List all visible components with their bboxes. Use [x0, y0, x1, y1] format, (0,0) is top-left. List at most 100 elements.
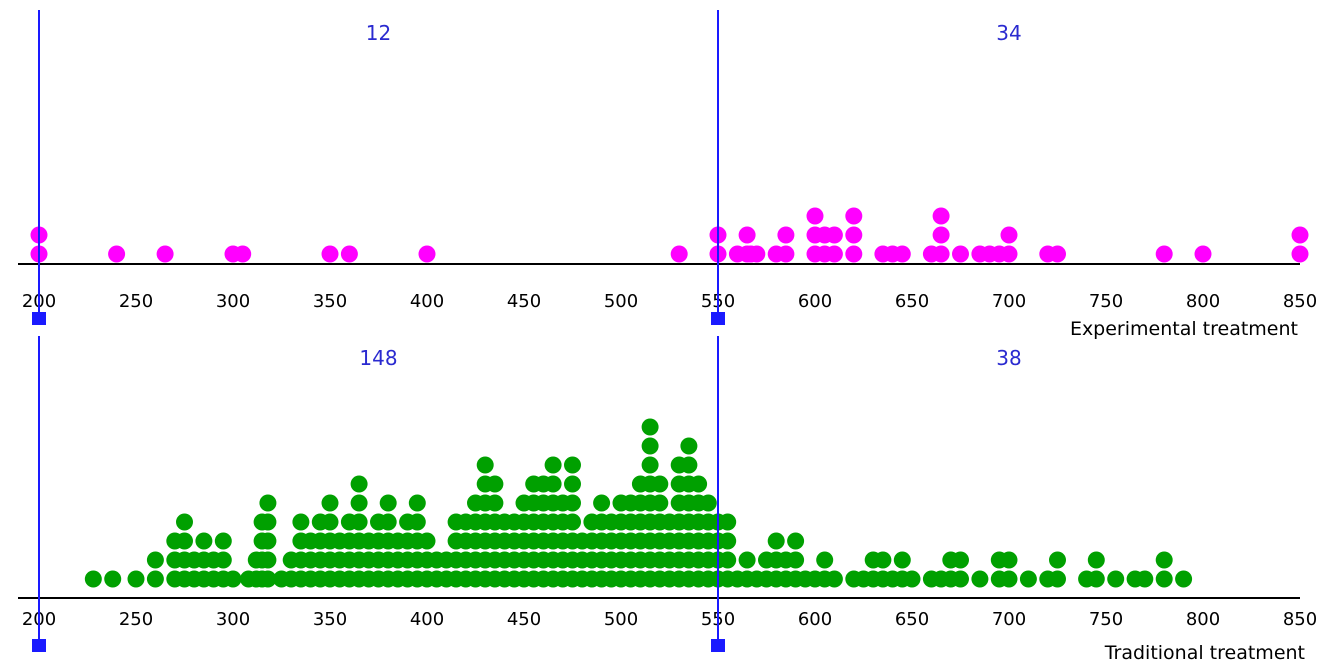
experimental-axis-label: Experimental treatment: [1070, 318, 1298, 340]
traditional-dot: [259, 570, 277, 588]
traditional-dot: [1000, 551, 1018, 569]
traditional-dot: [408, 494, 426, 512]
experimental-dot: [777, 245, 795, 263]
traditional-dot: [127, 570, 145, 588]
experimental-dot: [1194, 245, 1212, 263]
experimental-region-counts: 12 34: [366, 21, 1022, 45]
experimental-dot: [670, 245, 688, 263]
experimental-tick-label: 300: [216, 291, 250, 312]
traditional-dot: [146, 551, 164, 569]
traditional-dot: [259, 551, 277, 569]
traditional-ticks: 200 250 300 350 400 450 500 550 600 650 700 750 800 8…: [22, 609, 1317, 630]
experimental-tick-label: 500: [604, 291, 638, 312]
traditional-tick-label: 400: [410, 609, 444, 630]
traditional-dot: [1049, 551, 1066, 569]
traditional-tick-label: 650: [895, 609, 929, 630]
traditional-dot: [952, 570, 969, 588]
traditional-dot: [1019, 570, 1037, 588]
experimental-dot: [952, 245, 969, 263]
experimental-dividers: [32, 10, 725, 325]
experimental-dot: [1049, 245, 1066, 263]
traditional-dot: [690, 475, 708, 493]
traditional-dot: [1049, 570, 1066, 588]
traditional-dot: [84, 570, 102, 588]
traditional-dot: [1175, 570, 1193, 588]
traditional-dot: [408, 513, 426, 531]
traditional-dot: [893, 551, 911, 569]
traditional-dot: [952, 551, 969, 569]
traditional-dot: [321, 494, 339, 512]
traditional-tick-label: 750: [1089, 609, 1123, 630]
traditional-dot: [224, 570, 242, 588]
experimental-tick-label: 450: [507, 291, 541, 312]
traditional-dot: [971, 570, 989, 588]
traditional-tick-label: 350: [313, 609, 347, 630]
experimental-tick-label: 700: [992, 291, 1026, 312]
traditional-divider-handle[interactable]: [711, 639, 725, 652]
traditional-dot: [719, 532, 737, 550]
traditional-dot: [104, 570, 122, 588]
traditional-dot: [651, 475, 669, 493]
traditional-dot: [719, 551, 737, 569]
traditional-axis-label: Traditional treatment: [1104, 642, 1305, 663]
experimental-dot: [234, 245, 252, 263]
traditional-dot: [544, 475, 562, 493]
traditional-dot: [816, 551, 834, 569]
traditional-dot: [1087, 551, 1105, 569]
traditional-dot: [564, 456, 581, 474]
experimental-dot: [748, 245, 766, 263]
traditional-dot: [641, 418, 659, 436]
traditional-dotplot: 200 250 300 350 400 450 500 550 600 650 700 750 800 8…: [18, 336, 1317, 663]
traditional-dot: [874, 551, 892, 569]
traditional-region-counts: 148 38: [359, 346, 1021, 370]
traditional-dot: [641, 456, 659, 474]
experimental-divider-handle[interactable]: [32, 312, 46, 325]
traditional-dot: [1000, 570, 1018, 588]
traditional-dot: [486, 475, 504, 493]
experimental-dot: [1155, 245, 1173, 263]
traditional-dot: [651, 494, 669, 512]
experimental-tick-label: 600: [798, 291, 832, 312]
traditional-dots: [84, 418, 1193, 588]
traditional-dot: [321, 513, 339, 531]
traditional-dot: [564, 513, 581, 531]
experimental-tick-label: 650: [895, 291, 929, 312]
traditional-tick-label: 300: [216, 609, 250, 630]
traditional-dot: [680, 456, 698, 474]
experimental-dot: [932, 226, 950, 244]
experimental-dotplot: 200 250 300 350 400 450 500 550 600 650 700 750 800 8…: [18, 10, 1317, 340]
experimental-dot: [845, 245, 863, 263]
traditional-dot: [1155, 551, 1173, 569]
traditional-dot: [350, 494, 368, 512]
traditional-dot: [1155, 570, 1173, 588]
traditional-dot: [719, 513, 737, 531]
traditional-dot: [680, 437, 698, 455]
experimental-tick-label: 350: [313, 291, 347, 312]
experimental-tick-label: 850: [1283, 291, 1317, 312]
traditional-tick-label: 450: [507, 609, 541, 630]
experimental-dot: [845, 207, 863, 225]
traditional-dividers: [32, 336, 725, 652]
traditional-dot: [292, 513, 310, 531]
experimental-dot: [108, 245, 126, 263]
experimental-dot: [893, 245, 911, 263]
traditional-dot: [259, 513, 277, 531]
traditional-dot: [1107, 570, 1125, 588]
traditional-dot: [214, 532, 232, 550]
traditional-dot: [564, 494, 581, 512]
traditional-dot: [176, 532, 193, 550]
traditional-tick-label: 500: [604, 609, 638, 630]
experimental-divider-handle[interactable]: [711, 312, 725, 325]
experimental-dot: [825, 226, 843, 244]
experimental-dot: [156, 245, 174, 263]
traditional-divider-handle[interactable]: [32, 639, 46, 652]
experimental-dot: [340, 245, 358, 263]
traditional-region-count: 148: [359, 346, 397, 370]
traditional-tick-label: 700: [992, 609, 1026, 630]
traditional-dot: [214, 551, 232, 569]
traditional-dot: [486, 494, 504, 512]
experimental-dot: [738, 226, 756, 244]
traditional-tick-label: 800: [1186, 609, 1220, 630]
traditional-tick-label: 600: [798, 609, 832, 630]
